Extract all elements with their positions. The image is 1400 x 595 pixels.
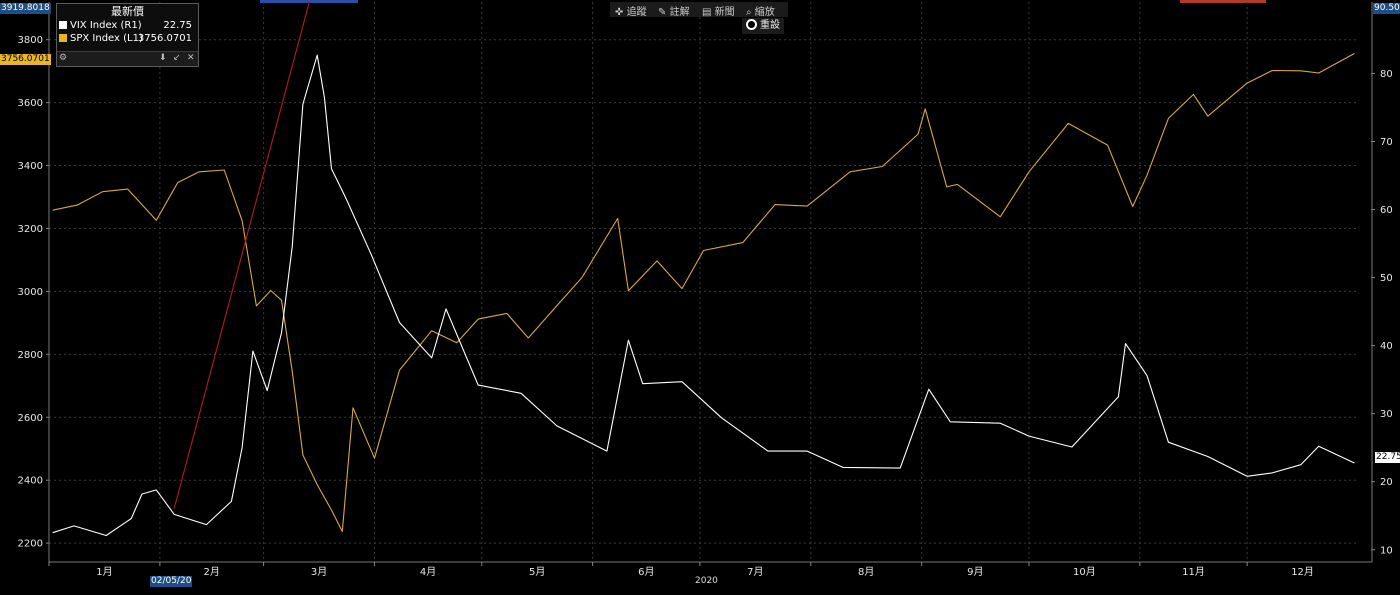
year-label: 2020 bbox=[695, 576, 718, 586]
vix-swatch bbox=[59, 21, 67, 29]
y-left-tick-label: 3200 bbox=[18, 224, 43, 235]
y-right-tick-label: 30 bbox=[1380, 409, 1393, 420]
y-left-tick-label: 3800 bbox=[18, 35, 43, 46]
crosshair-date-tag: 02/05/20 bbox=[150, 576, 193, 587]
chart-grid bbox=[49, 2, 1358, 562]
x-tick-label: 2月 bbox=[204, 566, 220, 578]
spx-last-price-tag: 3756.0701 bbox=[0, 54, 51, 65]
y-right-tick-label: 70 bbox=[1380, 137, 1393, 148]
y-left-tick-label: 3400 bbox=[18, 161, 43, 172]
reset-button[interactable]: 重設 bbox=[742, 18, 784, 34]
radio-icon bbox=[746, 19, 757, 30]
y-right-tick-label: 20 bbox=[1380, 477, 1393, 488]
track-button[interactable]: ✜ 追蹤 bbox=[615, 3, 647, 18]
trend-line bbox=[173, 0, 311, 509]
legend-label: VIX Index (R1) bbox=[70, 20, 142, 31]
gear-icon[interactable]: ⚙ bbox=[59, 53, 68, 63]
y-left-tick-label: 2400 bbox=[18, 476, 43, 487]
spx-series-line bbox=[52, 53, 1355, 533]
y-left-tick-label: 2600 bbox=[18, 413, 43, 424]
magnifier-icon: ⌕ bbox=[746, 7, 752, 18]
y-right-tick-label: 50 bbox=[1380, 273, 1393, 284]
x-tick-label: 8月 bbox=[858, 566, 874, 578]
y-right-tick-label: 80 bbox=[1380, 69, 1393, 80]
left-axis-top-tag: 3919.8018 bbox=[0, 3, 51, 14]
x-tick-label: 10月 bbox=[1073, 566, 1096, 578]
legend-value: 22.75 bbox=[163, 20, 192, 31]
vix-last-price-tag: 22.75 bbox=[1375, 452, 1400, 463]
annotate-button[interactable]: ✎ 註解 bbox=[658, 3, 690, 18]
top-alert-bar bbox=[1180, 0, 1266, 3]
track-label: 追蹤 bbox=[626, 7, 647, 18]
x-tick-label: 6月 bbox=[638, 566, 654, 578]
x-tick-label: 7月 bbox=[747, 566, 763, 578]
y-right-tick-label: 10 bbox=[1380, 545, 1393, 556]
y-left-tick-label: 3600 bbox=[18, 98, 43, 109]
news-button[interactable]: ▤ 新聞 bbox=[702, 3, 735, 18]
x-tick-label: 9月 bbox=[967, 566, 983, 578]
legend-item-vix[interactable]: VIX Index (R1) 22.75 bbox=[57, 19, 198, 32]
pin-icon[interactable]: ⬇ bbox=[159, 53, 167, 63]
x-tick-label: 11月 bbox=[1182, 566, 1205, 578]
close-icon[interactable]: ✕ bbox=[187, 53, 195, 63]
legend-label: SPX Index (L1) bbox=[70, 33, 143, 44]
legend-title: 最新價 bbox=[111, 5, 144, 18]
news-icon: ▤ bbox=[702, 7, 712, 18]
news-label: 新聞 bbox=[714, 7, 735, 18]
x-tick-label: 1月 bbox=[96, 566, 112, 578]
y-left-tick-label: 2200 bbox=[18, 539, 43, 550]
legend-value: 3756.0701 bbox=[137, 33, 192, 44]
legend-panel[interactable]: 最新價 VIX Index (R1) 22.75 SPX Index (L1) 37… bbox=[56, 3, 199, 67]
y-right-tick-label: 40 bbox=[1380, 341, 1393, 352]
right-axis-top-tag: 90.50 bbox=[1373, 3, 1400, 14]
legend-toolbar: ⚙ ⬇ ↙ ✕ bbox=[57, 51, 198, 66]
zoom-button[interactable]: ⌕ 縮放 bbox=[746, 3, 775, 18]
y-left-tick-label: 2800 bbox=[18, 350, 43, 361]
legend-item-spx[interactable]: SPX Index (L1) 3756.0701 bbox=[57, 32, 198, 45]
spx-swatch bbox=[59, 34, 67, 42]
x-tick-label: 3月 bbox=[311, 566, 327, 578]
vix-series-line bbox=[52, 54, 1355, 537]
annotate-label: 註解 bbox=[669, 7, 690, 18]
collapse-icon[interactable]: ↙ bbox=[173, 53, 181, 63]
reset-label: 重設 bbox=[760, 20, 780, 31]
chart-series bbox=[52, 0, 1355, 537]
x-tick-label: 4月 bbox=[420, 566, 436, 578]
y-left-tick-label: 3000 bbox=[18, 287, 43, 298]
y-right-tick-label: 60 bbox=[1380, 205, 1393, 216]
zoom-label: 縮放 bbox=[754, 7, 775, 18]
x-tick-label: 5月 bbox=[529, 566, 545, 578]
chart-axes: 2200 2400 2600 2800 3000 3200 3400 3600 3800 10 20… bbox=[18, 2, 1393, 578]
x-tick-label: 12月 bbox=[1291, 566, 1314, 578]
pencil-icon: ✎ bbox=[658, 7, 667, 18]
chart-toolbar: ✜ 追蹤 ✎ 註解 ▤ 新聞 ⌕ 縮放 bbox=[610, 2, 788, 18]
crosshair-icon: ✜ bbox=[615, 7, 624, 18]
